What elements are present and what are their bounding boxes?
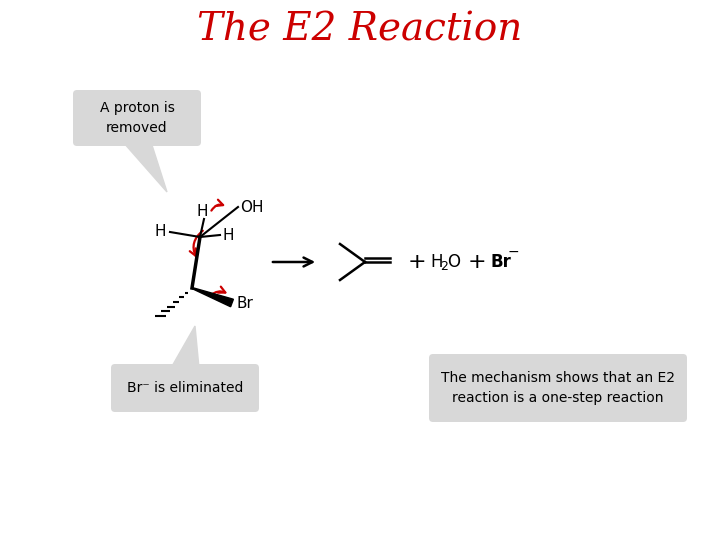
FancyBboxPatch shape xyxy=(111,364,259,412)
Text: A proton is
removed: A proton is removed xyxy=(99,102,174,135)
Text: −: − xyxy=(508,245,520,259)
Text: O: O xyxy=(447,253,460,271)
Text: 2: 2 xyxy=(440,260,448,273)
Polygon shape xyxy=(171,326,199,368)
Text: OH: OH xyxy=(240,199,264,214)
FancyBboxPatch shape xyxy=(73,90,201,146)
Text: The E2 Reaction: The E2 Reaction xyxy=(197,11,523,49)
FancyBboxPatch shape xyxy=(429,354,687,422)
Text: H: H xyxy=(154,225,166,240)
Text: The mechanism shows that an E2
reaction is a one-step reaction: The mechanism shows that an E2 reaction … xyxy=(441,372,675,405)
Text: +: + xyxy=(468,252,487,272)
Text: H: H xyxy=(222,227,233,242)
Text: Br⁻ is eliminated: Br⁻ is eliminated xyxy=(127,381,243,395)
Text: +: + xyxy=(408,252,427,272)
Text: H: H xyxy=(197,204,208,219)
Text: H: H xyxy=(430,253,443,271)
Polygon shape xyxy=(123,142,167,192)
Text: Br: Br xyxy=(490,253,511,271)
Text: Br: Br xyxy=(237,296,254,312)
Polygon shape xyxy=(192,287,233,307)
